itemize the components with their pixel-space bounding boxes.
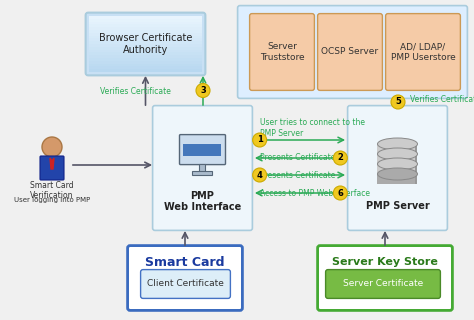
Bar	[377, 164, 418, 174]
Bar	[377, 174, 418, 184]
Text: 6: 6	[337, 188, 343, 197]
FancyBboxPatch shape	[86, 12, 205, 76]
Bar	[377, 154, 418, 164]
FancyBboxPatch shape	[237, 6, 467, 98]
Bar	[89, 22, 202, 25]
Bar	[89, 44, 202, 47]
Bar	[89, 58, 202, 61]
Circle shape	[253, 168, 267, 182]
Circle shape	[253, 133, 267, 147]
Text: 5: 5	[395, 98, 401, 107]
FancyBboxPatch shape	[141, 269, 230, 299]
Text: Presents Certificate: Presents Certificate	[260, 171, 336, 180]
Text: 1: 1	[257, 135, 263, 145]
Bar	[89, 47, 202, 50]
FancyBboxPatch shape	[40, 156, 64, 180]
Bar	[89, 50, 202, 53]
Circle shape	[333, 151, 347, 165]
Text: Smart Card
Verification: Smart Card Verification	[30, 181, 74, 200]
FancyBboxPatch shape	[386, 13, 460, 90]
Circle shape	[196, 84, 210, 98]
Bar	[89, 33, 202, 36]
Text: User logging into PMP: User logging into PMP	[14, 197, 90, 203]
Bar	[89, 55, 202, 59]
Text: Browser Certificate
Authority: Browser Certificate Authority	[99, 33, 192, 55]
FancyBboxPatch shape	[326, 269, 440, 299]
FancyBboxPatch shape	[250, 13, 314, 90]
Bar	[89, 61, 202, 64]
Bar	[89, 52, 202, 56]
Bar	[89, 38, 202, 42]
Bar	[89, 69, 202, 73]
Text: Server
Truststore: Server Truststore	[260, 42, 304, 62]
Text: 3: 3	[200, 86, 206, 95]
Text: User tries to connect to the
PMP Server: User tries to connect to the PMP Server	[260, 118, 365, 138]
Ellipse shape	[377, 138, 418, 150]
FancyBboxPatch shape	[153, 106, 252, 230]
Bar	[89, 16, 202, 19]
FancyBboxPatch shape	[347, 106, 447, 230]
Text: Access to PMP Web Interface: Access to PMP Web Interface	[260, 188, 370, 197]
FancyBboxPatch shape	[318, 13, 383, 90]
Text: 4: 4	[257, 171, 263, 180]
FancyBboxPatch shape	[180, 135, 226, 164]
FancyBboxPatch shape	[318, 246, 452, 310]
FancyBboxPatch shape	[128, 246, 242, 310]
Bar	[416, 144, 418, 184]
Bar	[89, 67, 202, 70]
Text: AD/ LDAP/
PMP Userstore: AD/ LDAP/ PMP Userstore	[391, 42, 456, 62]
Text: Server Certificate: Server Certificate	[343, 279, 423, 289]
Bar	[183, 144, 221, 156]
Ellipse shape	[377, 168, 418, 180]
Circle shape	[391, 95, 405, 109]
Text: Client Certificate: Client Certificate	[147, 279, 224, 289]
Text: Server Key Store: Server Key Store	[332, 257, 438, 267]
Bar	[89, 19, 202, 22]
Polygon shape	[50, 158, 54, 169]
Bar	[200, 164, 206, 172]
Text: Verifies Certificate: Verifies Certificate	[100, 87, 171, 97]
Bar	[89, 30, 202, 33]
Bar	[377, 144, 418, 154]
Circle shape	[333, 186, 347, 200]
Bar	[89, 27, 202, 30]
Text: Verifies Certificate: Verifies Certificate	[410, 95, 474, 105]
Text: 2: 2	[337, 154, 343, 163]
Bar	[192, 171, 212, 175]
Text: Presents Certificate: Presents Certificate	[260, 154, 336, 163]
Text: PMP
Web Interface: PMP Web Interface	[164, 191, 241, 212]
Bar	[89, 41, 202, 44]
Bar	[89, 64, 202, 67]
Text: PMP Server: PMP Server	[365, 201, 429, 212]
Bar	[89, 24, 202, 28]
Circle shape	[42, 137, 62, 157]
Ellipse shape	[377, 158, 418, 170]
Ellipse shape	[377, 148, 418, 160]
Bar	[89, 36, 202, 39]
Text: Smart Card: Smart Card	[145, 255, 225, 268]
Text: OCSP Server: OCSP Server	[321, 47, 379, 57]
